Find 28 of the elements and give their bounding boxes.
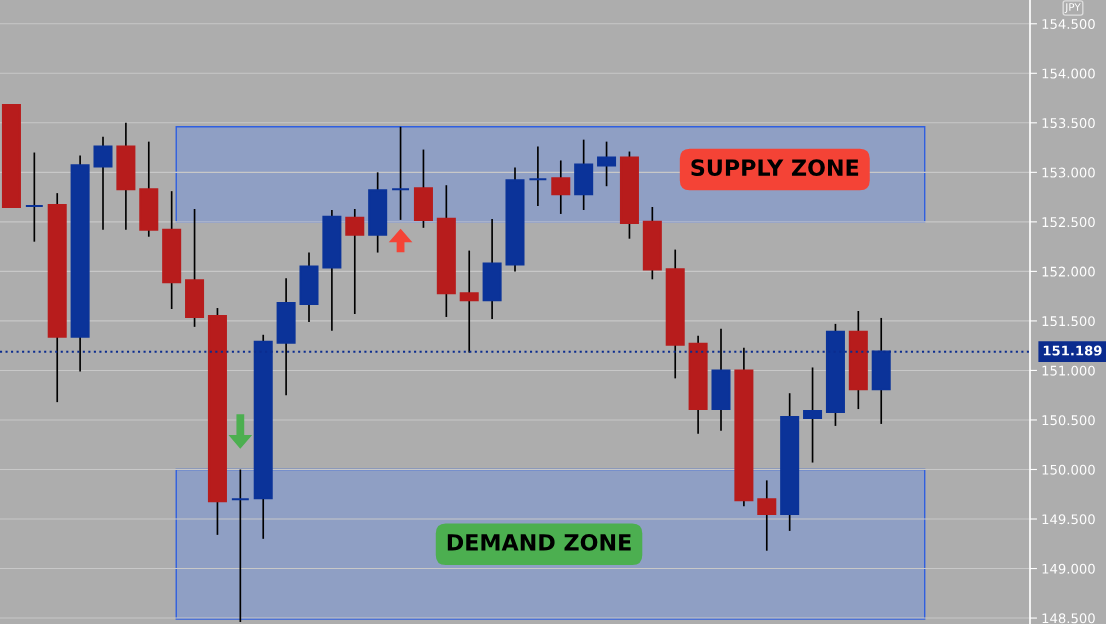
text: JPY bbox=[1064, 3, 1081, 13]
candlestick bbox=[391, 125, 411, 221]
y-tick-label: 153.000 bbox=[1042, 167, 1095, 178]
candlestick bbox=[24, 151, 44, 243]
y-tick-label: 151.000 bbox=[1042, 365, 1095, 376]
y-tick-label: 152.000 bbox=[1042, 266, 1095, 277]
band-label: DEMAND ZONE bbox=[447, 533, 631, 551]
candlestick bbox=[757, 479, 777, 552]
candlestick bbox=[528, 145, 548, 207]
y-tick-label: 153.500 bbox=[1042, 118, 1095, 129]
ref-line-label: 151.189 bbox=[1043, 345, 1102, 356]
y-tick-label: 149.500 bbox=[1042, 514, 1095, 525]
candlestick bbox=[597, 140, 617, 188]
y-tick-label: 150.000 bbox=[1042, 464, 1095, 475]
y-tick-label: 152.500 bbox=[1042, 217, 1095, 228]
candlestick bbox=[551, 159, 571, 215]
y-tick-label: 150.500 bbox=[1042, 415, 1095, 426]
y-tick-label: 151.500 bbox=[1042, 316, 1095, 327]
band-label: SUPPLY ZONE bbox=[691, 159, 859, 177]
candlestick bbox=[803, 366, 823, 464]
candlestick bbox=[345, 208, 365, 315]
candlestick bbox=[459, 249, 479, 354]
candlestick bbox=[230, 468, 250, 623]
y-tick-label: 154.000 bbox=[1042, 68, 1095, 79]
y-tick-label: 149.000 bbox=[1042, 563, 1095, 574]
y-tick-label: 148.500 bbox=[1042, 613, 1095, 624]
candlestick bbox=[93, 135, 113, 231]
y-tick-label: 154.500 bbox=[1042, 18, 1095, 29]
